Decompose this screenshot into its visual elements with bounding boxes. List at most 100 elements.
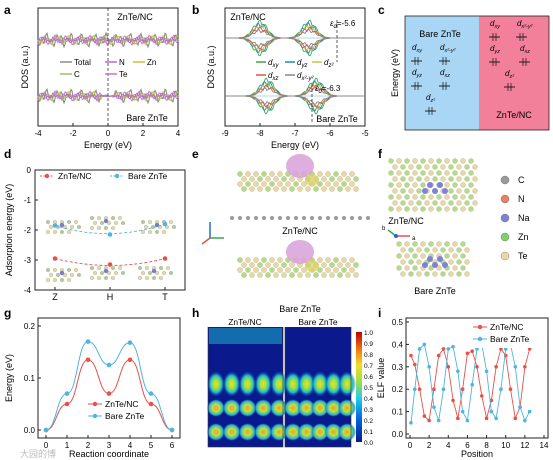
panel-h-blob-0-0-2 [238,371,257,397]
panel-d-atom [46,278,50,282]
panel-d-atom [121,271,125,275]
panel-d-atom [111,276,115,280]
panel-a-ylabel: DOS (a.u.) [20,45,30,88]
panel-d-atom [93,271,97,275]
panel-i-point-1-5 [432,405,436,409]
panel-a-xticks: -4 -2 0 2 4 [34,123,181,138]
panel-d-na-atom-1 [103,218,109,224]
panel-f-bare-atom [404,253,410,259]
panel-d-atom [148,271,152,275]
panel-e-carbon-layer [302,216,306,220]
panel-g-series [43,339,175,433]
panel-e-carbon-layer [286,216,290,220]
panel-i-point-0-2 [417,387,422,392]
panel-b-xtick-label-1: -8 [256,129,264,138]
panel-g-point-0-3 [106,391,112,396]
panel-e-nc-atom [329,176,335,182]
panel-f-legend-marker-2 [500,213,510,223]
legend-i-bare: Bare ZnTe [490,334,529,344]
panel-h-blob-0-0-1 [222,371,241,397]
panel-d-atom [114,271,118,275]
panel-g-xtick-label-1: 1 [65,441,70,450]
panel-f-nc-atom [464,200,470,206]
panel-h-cbar-label-0: 1.0 [364,330,373,337]
panel-d-na-atom-3 [59,270,65,276]
panel-g-xtick-label-3: 3 [107,441,112,450]
panel-f-bare-atom [452,265,458,271]
panel-e-nc-atom [321,176,327,182]
panel-b-xlabel: Energy (eV) [271,140,319,150]
panel-f-nc-atom [428,194,434,200]
panel-f-nc-atom [448,188,454,194]
panel-d-atom [97,216,101,220]
panel-c-ylabel: Energy (eV) [390,49,400,97]
panel-b-dos-down-1-0 [225,95,365,115]
panel-c-level-sub-bare-3: xz [443,73,450,79]
panel-g-xtick-label-6: 6 [170,441,175,450]
panel-h-blob-1-0-2 [311,371,329,397]
panel-h-blobs [207,328,356,441]
panel-f-nc-atom [468,182,474,188]
panel-f-nc-atom [412,182,418,188]
panel-e-nc-atom [321,186,327,192]
panel-h-cbar-label-10: 0.0 [364,440,373,447]
panel-label-g: g [4,306,11,320]
legend-a-te: Te [119,70,128,79]
panel-c-level-nc-1: dx²-y² [517,19,533,30]
panel-f-bare-atom [400,247,406,253]
panel-f-nc-atom [436,194,442,200]
panel-a-label-bottom: Bare ZnTe [126,113,168,123]
panel-d-na-atom-2 [154,222,160,228]
panel-d-structures [46,216,176,282]
panel-e-carbon-layer [294,216,298,220]
panel-h-colorbar [356,332,362,442]
panel-a-curves [37,31,179,105]
axis-f-origin [394,234,398,238]
panel-e-nc-atom [289,186,295,192]
panel-f-nc-atom [464,188,470,194]
panel-e-bare-atom [329,272,335,278]
panel-a-label-top: ZnTe/NC [117,12,153,22]
panel-d-na-atom-4 [103,268,109,274]
panel-f-bare-atom [412,253,418,259]
panel-g-point-1-2 [85,339,91,344]
panel-f-bare-atom [428,241,434,247]
panel-e-nc-atom [353,186,359,192]
panel-b-xtick-label-0: -9 [221,129,229,138]
panel-e-nc-atom [345,186,351,192]
panel-h-blob-0-1-3 [254,399,273,417]
panel-e-nc-atom [241,186,247,192]
panel-f-nc-atom [420,158,426,164]
panel-label-d: d [4,147,11,161]
panel-h-label-nc: ZnTe/NC [228,317,262,327]
panel-h-blob-1-2-1 [297,423,316,441]
panel-b-xtick-label-2: -7 [291,129,299,138]
panel-e-bare-atom [321,272,327,278]
panel-e-nc-atom [281,186,287,192]
panel-e-carbon-layer [342,216,346,220]
panel-b-xtick-label-4: -5 [361,129,369,138]
panel-i-xtick-label-2: 4 [446,441,451,450]
panel-c-level-sub-nc-2: yz [493,49,500,55]
panel-i-point-0-16 [484,416,489,421]
panel-e-bare-atom [321,262,327,268]
panel-f-nc-atom [396,194,402,200]
panel-g-point-1-4 [127,340,133,345]
panel-i-point-1-17 [489,409,494,414]
panel-e-bare-atom [277,257,283,263]
panel-i-point-1-10 [456,369,460,374]
panel-f-bare-atom [444,253,450,259]
panel-e-bare-atom [345,262,351,268]
panel-f-nc-atom [388,206,394,212]
panel-e-bare-atom [317,267,323,273]
panel-i-point-1-22 [513,365,518,369]
panel-f-structure: ZnTe/NC Bare ZnTe b a CN Na Zn Te [382,158,530,296]
panel-d-atom [67,268,71,272]
panel-i-point-0-6 [436,353,441,358]
panel-f-nc-atom [420,182,426,188]
panel-e-nc-atom [241,176,247,182]
panel-e-bare-atom [253,257,259,263]
panel-d-ytick-label-2: -2 [24,226,32,235]
panel-h-cbar-label-4: 0.6 [364,374,373,381]
panel-f-nc-atom [404,194,410,200]
